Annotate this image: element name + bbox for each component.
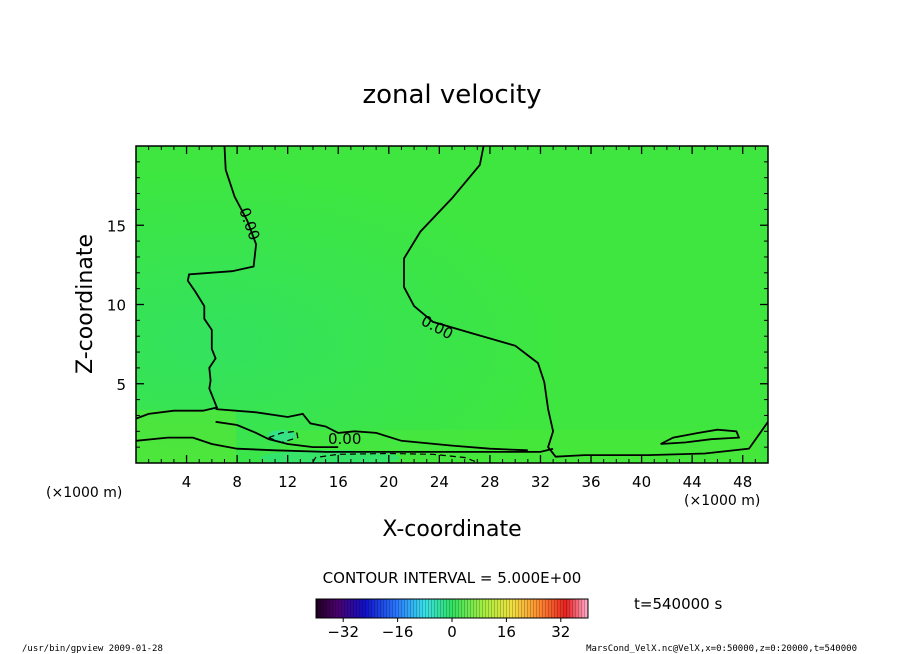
colorbar-stripes — [316, 599, 588, 618]
x-tick-label: 36 — [581, 473, 600, 491]
contour-line-zero — [136, 146, 258, 420]
x-tick-label: 4 — [182, 473, 192, 491]
contour-lines — [136, 146, 768, 463]
chart-title: zonal velocity — [362, 80, 541, 110]
contour-line-zero — [403, 146, 768, 458]
shade-low-left — [136, 410, 236, 463]
y-axis-label: Z-coordinate — [73, 234, 98, 374]
colorbar-tick-label: −16 — [382, 623, 414, 641]
contour-line-zero — [215, 420, 339, 448]
colorbar-tick-label: 32 — [551, 623, 570, 641]
x-axis-label: X-coordinate — [382, 517, 521, 542]
x-unit-left: (×1000 m) — [46, 485, 122, 501]
colorbar-tick-label: 0 — [447, 623, 457, 641]
shade-negative-spot — [268, 430, 296, 442]
x-tick-label: 28 — [480, 473, 499, 491]
y-axis-ticks: 5 10 15 — [107, 161, 768, 448]
x-tick-label: 32 — [531, 473, 550, 491]
contour-interval-text: CONTOUR INTERVAL = 5.000E+00 — [323, 569, 582, 587]
x-tick-label: 40 — [632, 473, 651, 491]
y-tick-label: 5 — [116, 376, 126, 394]
x-tick-label: 20 — [379, 473, 398, 491]
colorbar-tick-label: 16 — [497, 623, 516, 641]
x-tick-label: 44 — [683, 473, 702, 491]
x-tick-label: 48 — [733, 473, 752, 491]
shade-negative-core — [260, 450, 400, 463]
colorbar-tick-label: −32 — [327, 623, 359, 641]
contour-line-zero — [660, 428, 741, 445]
y-tick-label: 10 — [107, 297, 126, 315]
x-unit-right: (×1000 m) — [684, 493, 760, 509]
contour-label: 0.00 — [328, 430, 361, 448]
x-tick-label: 8 — [232, 473, 242, 491]
x-tick-label: 12 — [278, 473, 297, 491]
colorbar: −32 −16 0 16 32 — [315, 598, 589, 641]
colorbar-ticks: −32 −16 0 16 32 — [327, 618, 570, 641]
plot-area: 0.00 0.00 0.00 4 8 12 16 20 24 28 32 36 40 44 48 51… — [107, 145, 769, 491]
x-tick-label: 16 — [329, 473, 348, 491]
x-tick-label: 24 — [430, 473, 449, 491]
contour-line-zero — [136, 436, 554, 453]
contour-line-zero — [215, 408, 528, 452]
contour-line-negative — [268, 430, 299, 444]
x-axis-ticks: 4 8 12 16 20 24 28 32 36 40 44 48 — [148, 146, 756, 491]
contour-line-negative — [312, 452, 478, 463]
footer-left: /usr/bin/gpview 2009-01-28 — [22, 644, 163, 654]
y-tick-label: 15 — [107, 217, 126, 235]
footer-right: MarsCond_VelX.nc@VelX,x=0:50000,z=0:2000… — [586, 644, 857, 654]
time-label: t=540000 s — [634, 595, 722, 613]
